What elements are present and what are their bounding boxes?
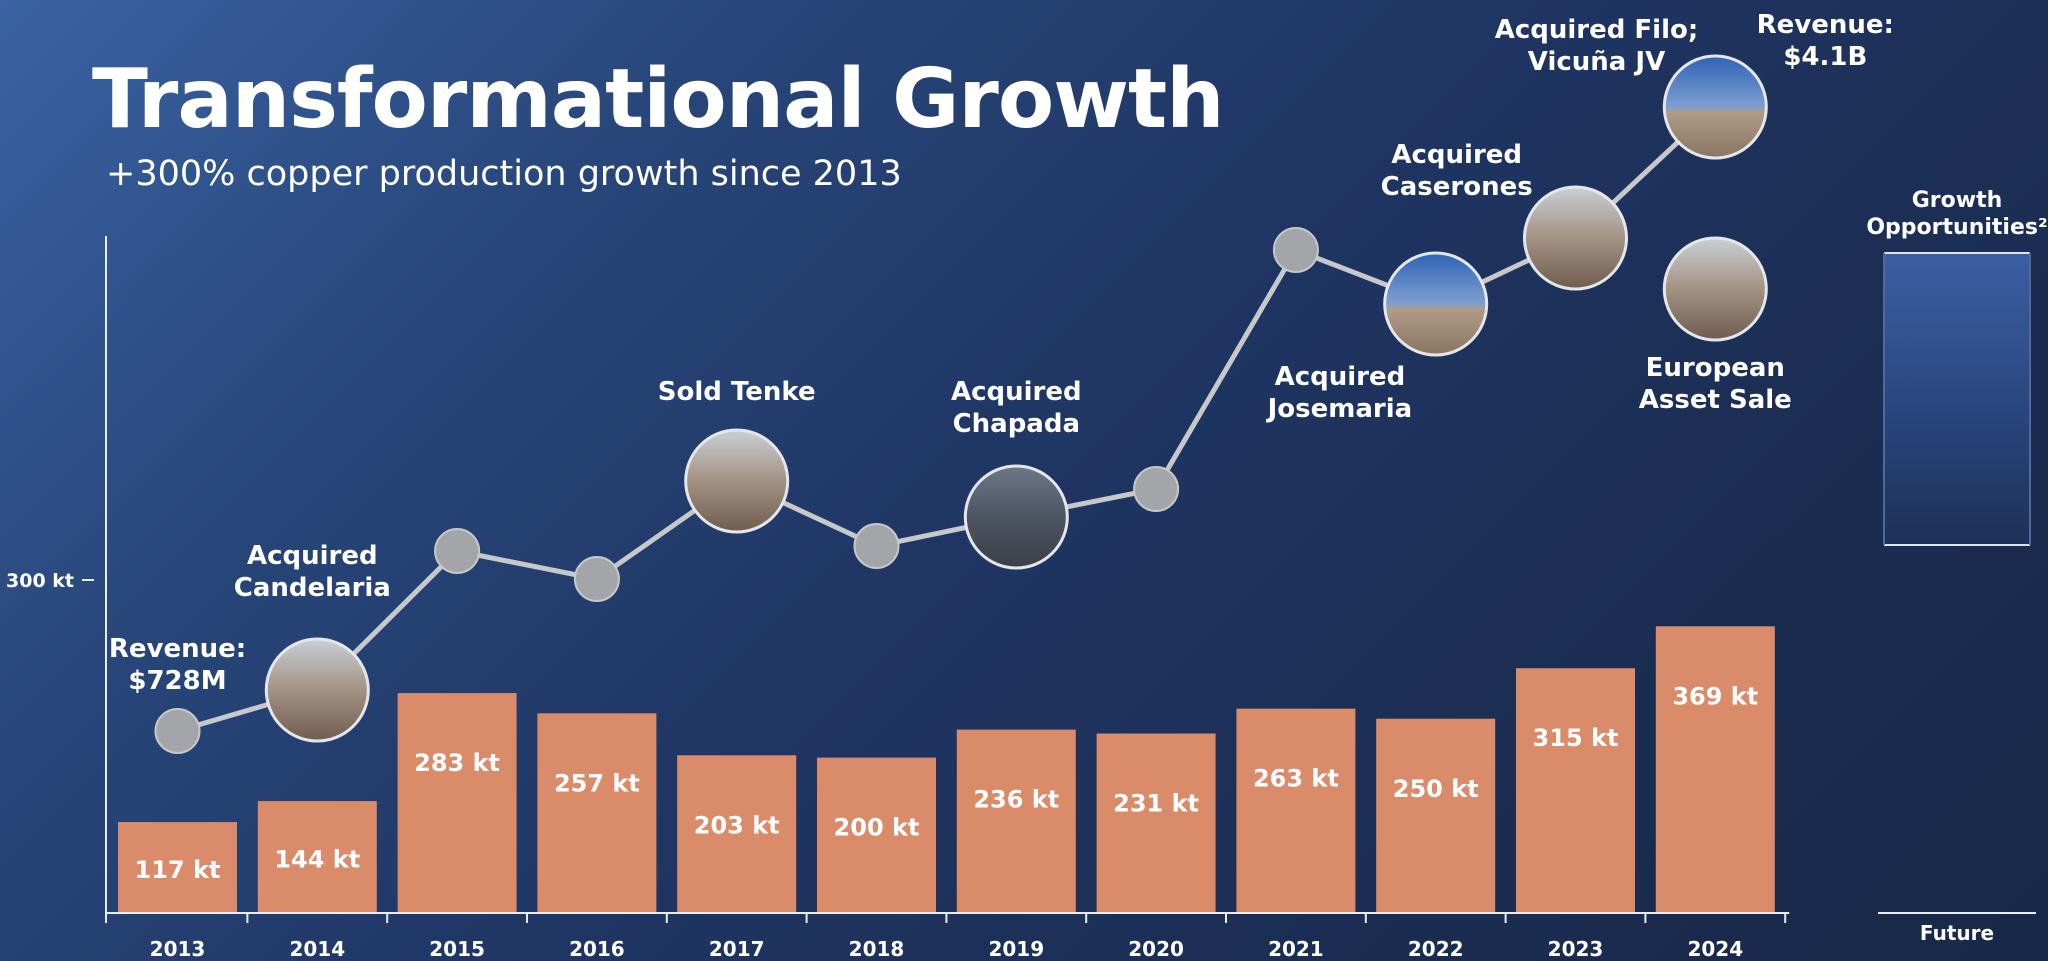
x-tick-label-2016: 2016 — [569, 937, 625, 961]
bar-value-label-2021: 263 kt — [1253, 765, 1339, 793]
bar-2014 — [257, 801, 377, 913]
site-photo-2024 — [1662, 54, 1768, 160]
x-tick-label-future: Future — [1920, 921, 1994, 945]
bar-2018 — [817, 757, 936, 913]
x-tick-label-2014: 2014 — [289, 937, 345, 961]
future-growth-bar — [1884, 253, 2030, 545]
bar-value-label-2014: 144 kt — [274, 845, 360, 873]
bar-value-label-2024: 369 kt — [1672, 682, 1758, 710]
annotation-2022: Acquired Caserones — [1381, 140, 1533, 202]
annotation-2021: Acquired Josemaria — [1266, 362, 1413, 424]
revenue-label-2024: Revenue: $4.1B — [1757, 10, 1894, 72]
site-photo-2017 — [684, 428, 790, 534]
bar-value-label-2019: 236 kt — [973, 786, 1059, 814]
x-tick-label-2021: 2021 — [1268, 937, 1324, 961]
bar-value-label-2022: 250 kt — [1393, 775, 1479, 803]
annotation-2017: Sold Tenke — [658, 377, 816, 407]
bar-2019 — [956, 729, 1076, 913]
annotation-2023: Acquired Filo; Vicuña JV — [1495, 15, 1699, 77]
x-tick-label-2017: 2017 — [709, 937, 765, 961]
x-tick-label-2020: 2020 — [1128, 937, 1184, 961]
annotation-2019: Acquired Chapada — [951, 377, 1082, 439]
site-photo-2022 — [1383, 251, 1489, 357]
chart-subtitle: +300% copper production growth since 201… — [106, 154, 902, 194]
annotation-2024: European Asset Sale — [1639, 353, 1792, 415]
bar-value-label-2016: 257 kt — [554, 769, 640, 797]
bar-value-label-2015: 283 kt — [414, 749, 500, 777]
revenue-marker-2020 — [1133, 466, 1180, 512]
bar-2022 — [1376, 718, 1496, 913]
future-growth-label: Growth Opportunities² — [1866, 188, 2047, 240]
bar-value-label-2013: 117 kt — [135, 856, 221, 884]
bar-2017 — [677, 755, 797, 913]
bar-2023 — [1516, 668, 1635, 913]
site-photo-2019 — [963, 464, 1069, 570]
bar-2015 — [397, 693, 517, 913]
site-photo-2023 — [1523, 185, 1628, 291]
x-tick-label-2018: 2018 — [849, 937, 905, 961]
bar-2013 — [118, 822, 237, 913]
site-photo-2014 — [264, 637, 370, 743]
x-tick-label-2023: 2023 — [1548, 937, 1604, 961]
x-tick-label-2019: 2019 — [988, 937, 1044, 961]
bar-value-label-2018: 200 kt — [834, 814, 920, 842]
y-tick-label: 300 kt — [6, 570, 74, 592]
revenue-marker-2015 — [434, 528, 481, 574]
x-tick-label-2024: 2024 — [1687, 937, 1743, 961]
bar-value-label-2017: 203 kt — [694, 811, 780, 839]
revenue-label-2013: Revenue: $728M — [109, 634, 246, 696]
bar-2016 — [537, 713, 657, 913]
site-photo-european-asset — [1662, 236, 1768, 342]
revenue-marker-2021 — [1272, 227, 1319, 273]
bar-2024 — [1655, 626, 1775, 913]
x-tick-label-2022: 2022 — [1408, 937, 1464, 961]
annotation-2014: Acquired Candelaria — [234, 541, 391, 603]
bar-2021 — [1236, 708, 1356, 913]
revenue-marker-2016 — [573, 556, 620, 602]
bar-value-label-2020: 231 kt — [1113, 790, 1199, 818]
bar-value-label-2023: 315 kt — [1533, 724, 1619, 752]
chart-title: Transformational Growth — [92, 52, 1225, 147]
bar-2020 — [1096, 733, 1216, 913]
x-tick-label-2015: 2015 — [429, 937, 485, 961]
revenue-marker-2018 — [853, 523, 900, 569]
x-tick-label-2013: 2013 — [150, 937, 206, 961]
revenue-marker-2013 — [154, 708, 201, 754]
